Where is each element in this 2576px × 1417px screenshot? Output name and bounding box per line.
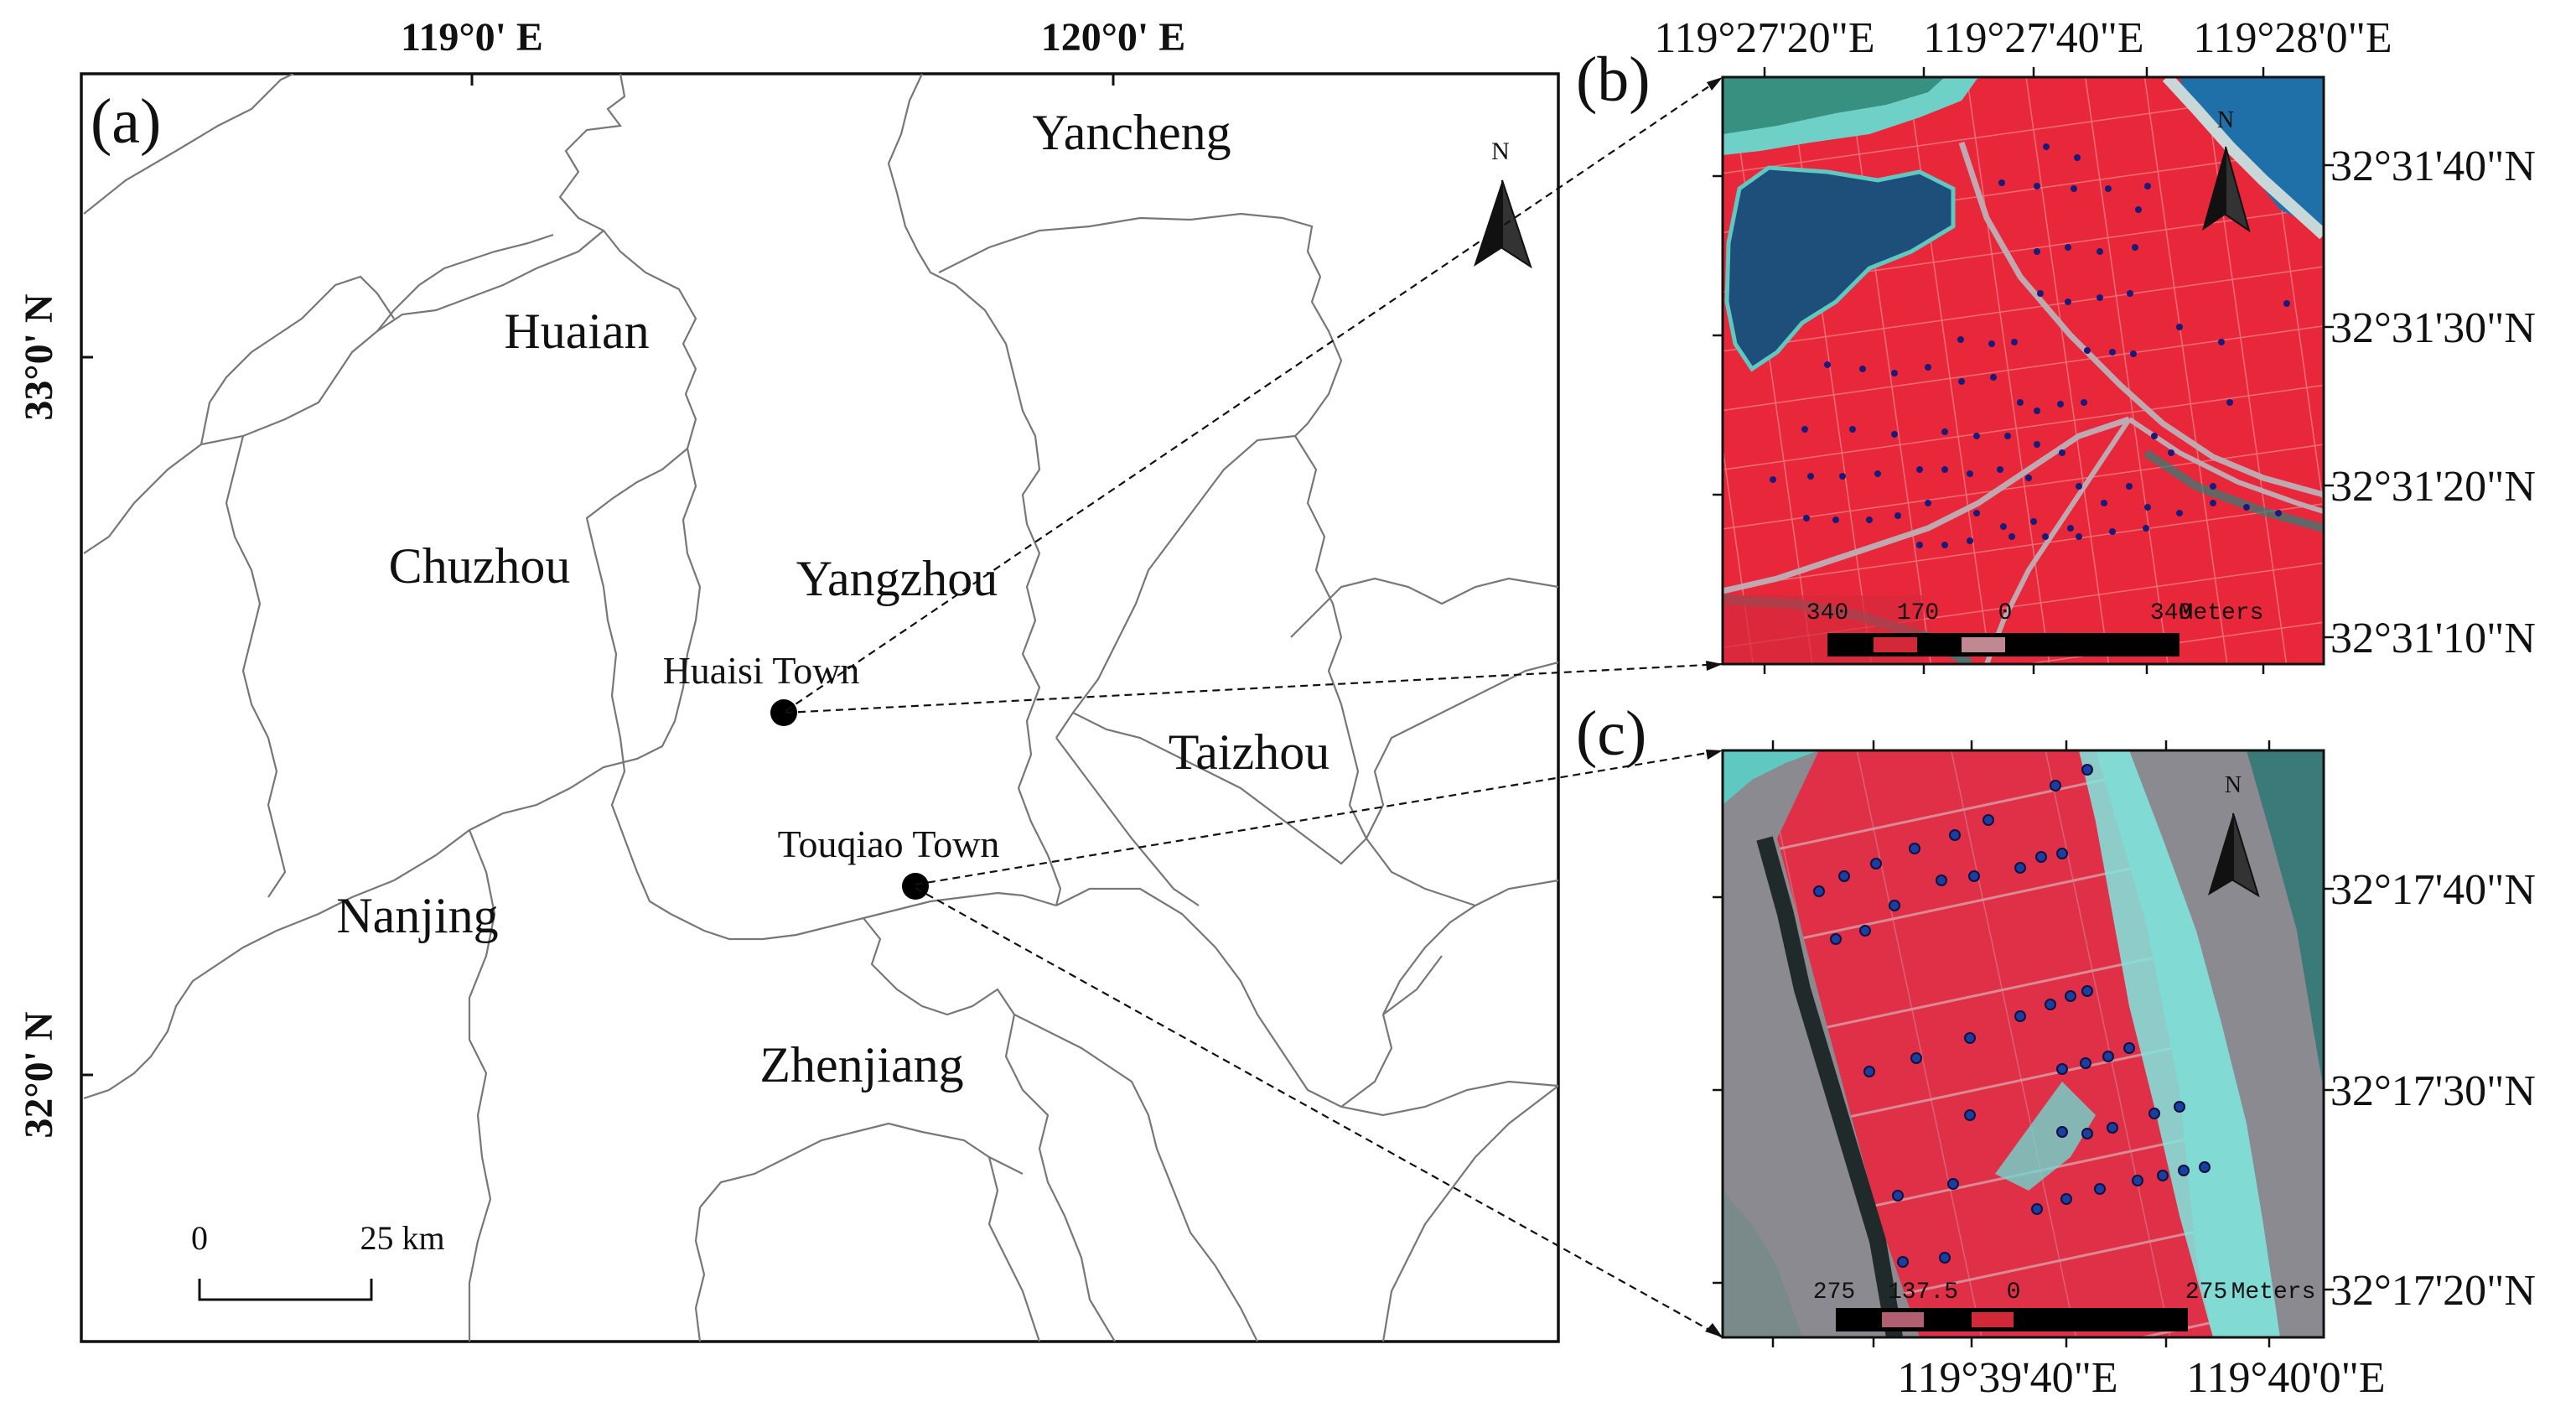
scale-b-left: 340 — [1806, 600, 1848, 626]
city-chuzhou: Chuzhou — [389, 538, 571, 594]
panel-b-right-tick-3: 32°31'20"N — [2330, 463, 2536, 511]
leader-lines — [785, 76, 1723, 1338]
panel-c-right-tick-3: 32°17'20"N — [2330, 1267, 2536, 1315]
city-yangzhou: Yangzhou — [796, 551, 998, 606]
scale-c-unit: Meters — [2231, 1279, 2316, 1305]
panel-c-bottom-tick-1: 119°39'40"E — [1897, 1354, 2117, 1402]
panel-c-right-tick-1: 32°17'40"N — [2330, 866, 2536, 914]
city-zhenjiang: Zhenjiang — [759, 1037, 963, 1093]
panel-c-label: (c) — [1576, 698, 1646, 769]
town-markers: Huaisi Town Touqiao Town — [663, 649, 1000, 900]
scale-b-mid: 170 — [1897, 600, 1939, 626]
north-arrow-a: N — [1474, 138, 1532, 269]
panel-a-frame — [80, 72, 1560, 1343]
touqiao-town-label: Touqiao Town — [778, 823, 1000, 865]
panel-c-ticks — [1713, 740, 2334, 1347]
leader-arrowheads — [1705, 77, 1723, 1337]
north-arrow-a-label: N — [1491, 138, 1510, 165]
scale-bar-c: 275 137.5 0 275 Meters — [1813, 1279, 2316, 1331]
scale-b-right: 340 — [2150, 600, 2192, 626]
scale-c-right: 275 — [2185, 1279, 2227, 1305]
left-tick-33: 33°0' N — [17, 293, 61, 421]
panel-b: 119°27'20"E 119°27'40"E 119°28'0"E 32°31… — [1576, 14, 2536, 674]
scale-c-zero: 0 — [2007, 1279, 2021, 1305]
scale-a-zero: 0 — [191, 1219, 208, 1257]
touqiao-town-marker — [902, 873, 929, 900]
city-labels: Yancheng Huaian Chuzhou Yangzhou Taizhou… — [336, 105, 1329, 1093]
panel-a-label: (a) — [91, 86, 161, 157]
panel-b-right-tick-4: 32°31'10"N — [2330, 615, 2536, 662]
sample-points-b — [1770, 143, 2290, 548]
city-yancheng: Yancheng — [1032, 105, 1231, 160]
scale-c-mid: 137.5 — [1888, 1279, 1958, 1305]
city-taizhou: Taizhou — [1169, 724, 1329, 780]
scale-c-left: 275 — [1813, 1279, 1855, 1305]
prefecture-boundaries — [83, 74, 1558, 1342]
sample-points-c — [1813, 764, 2211, 1268]
panel-a-ticks: 119°0' E 120°0' E 33°0' N 32°0' N — [17, 15, 1185, 1139]
scale-bar-a: 0 25 km — [191, 1219, 445, 1301]
panel-c-frame — [1721, 749, 2325, 1339]
city-nanjing: Nanjing — [336, 888, 498, 943]
panel-c: 119°39'40"E 119°40'0"E 32°17'40"N 32°17'… — [1576, 698, 2536, 1402]
panel-b-label: (b) — [1576, 44, 1651, 115]
north-arrow-b: N — [2202, 107, 2251, 233]
huaisi-town-marker — [770, 699, 797, 726]
north-arrow-c: N — [2208, 772, 2260, 898]
city-huaian: Huaian — [504, 304, 649, 359]
huaisi-town-label: Huaisi Town — [663, 649, 860, 692]
top-tick-120: 120°0' E — [1041, 15, 1186, 60]
scale-b-unit: Meters — [2179, 600, 2264, 626]
panel-b-top-tick-3: 119°28'0"E — [2193, 14, 2392, 62]
top-tick-119: 119°0' E — [401, 15, 543, 60]
panel-c-right-tick-2: 32°17'30"N — [2330, 1067, 2536, 1115]
panel-b-ticks — [1713, 67, 2334, 674]
panel-b-right-tick-2: 32°31'30"N — [2330, 304, 2536, 352]
panel-b-top-tick-2: 119°27'40"E — [1923, 14, 2143, 62]
scale-bar-b: 340 170 0 340 Meters — [1806, 600, 2264, 657]
panel-b-right-tick-1: 32°31'40"N — [2330, 143, 2536, 190]
north-arrow-b-label: N — [2217, 107, 2234, 133]
left-tick-32: 32°0' N — [17, 1011, 61, 1139]
panel-b-top-tick-1: 119°27'20"E — [1654, 14, 1874, 62]
scale-a-end: 25 km — [360, 1219, 444, 1257]
panel-c-bottom-tick-2: 119°40'0"E — [2186, 1354, 2385, 1402]
north-arrow-c-label: N — [2225, 772, 2242, 798]
scale-b-zero: 0 — [1998, 600, 2013, 626]
panel-a: 119°0' E 120°0' E 33°0' N 32°0' N (a) Ya… — [17, 15, 1560, 1343]
satellite-image-b — [1723, 77, 2324, 664]
panel-b-frame — [1721, 75, 2325, 666]
